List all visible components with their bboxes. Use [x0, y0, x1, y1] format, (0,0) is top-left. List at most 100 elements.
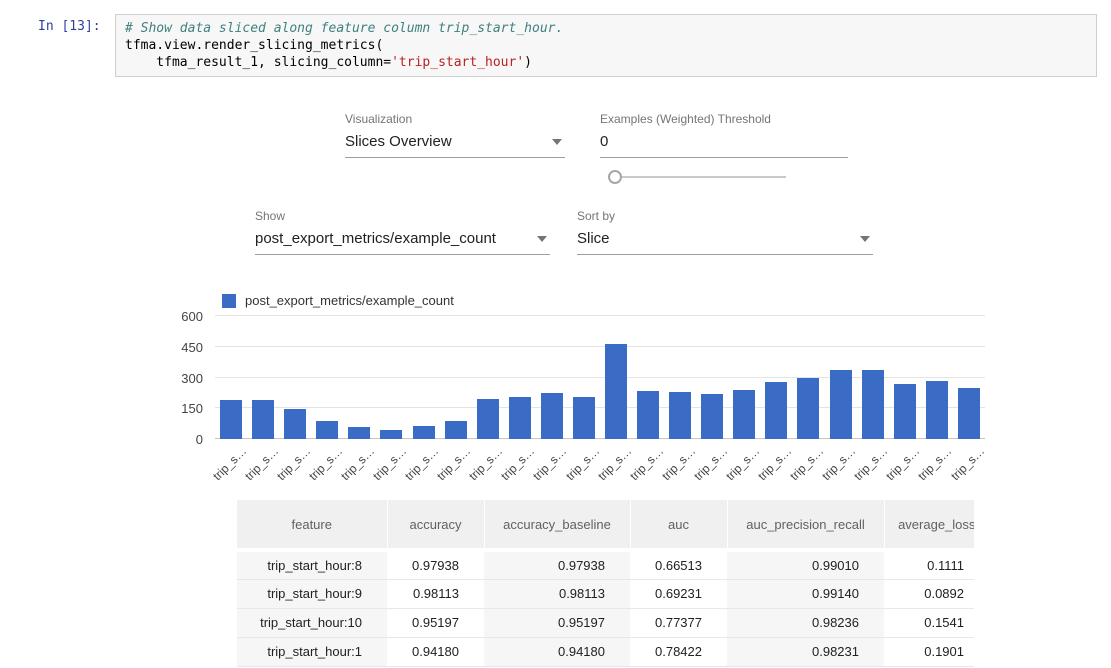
bar[interactable] — [573, 397, 595, 439]
show-metric-dropdown[interactable]: Show post_export_metrics/example_count — [255, 209, 550, 255]
threshold-label: Examples (Weighted) Threshold — [600, 112, 848, 126]
x-label-slot: trip_s… — [728, 440, 760, 488]
bar[interactable] — [701, 394, 723, 439]
x-axis-tick-label: trip_s… — [563, 444, 602, 483]
code-input[interactable]: # Show data sliced along feature column … — [115, 14, 1097, 77]
bar-slot — [664, 392, 696, 439]
threshold-slider[interactable] — [608, 170, 786, 184]
x-label-slot: trip_s… — [632, 440, 664, 488]
x-axis-tick-label: trip_s… — [531, 444, 570, 483]
table-cell: 0.94180 — [484, 637, 630, 666]
bar[interactable] — [252, 400, 274, 439]
visualization-value[interactable]: Slices Overview — [345, 133, 565, 158]
bar[interactable] — [380, 430, 402, 439]
x-label-slot: trip_s… — [857, 440, 889, 488]
x-axis-tick-label: trip_s… — [434, 444, 473, 483]
table-cell: 0.95197 — [387, 608, 484, 637]
bar[interactable] — [797, 378, 819, 439]
x-label-slot: trip_s… — [215, 440, 247, 488]
bar-slot — [696, 394, 728, 439]
x-axis-tick-label: trip_s… — [595, 444, 634, 483]
bar-slot — [824, 370, 856, 439]
table-cell: 0.77377 — [630, 608, 727, 637]
bar[interactable] — [637, 391, 659, 439]
visualization-label: Visualization — [345, 112, 565, 126]
x-axis-tick-label: trip_s… — [851, 444, 890, 483]
slider-track[interactable] — [618, 176, 786, 178]
bar[interactable] — [894, 384, 916, 439]
bar[interactable] — [509, 397, 531, 439]
y-axis-tick-label: 450 — [153, 340, 203, 355]
x-axis-tick-label: trip_s… — [755, 444, 794, 483]
column-header: feature — [237, 500, 387, 550]
bar-slot — [440, 421, 472, 439]
column-header: accuracy_baseline — [484, 500, 630, 550]
bar[interactable] — [541, 393, 563, 439]
bar[interactable] — [284, 409, 306, 439]
x-axis-tick-label: trip_s… — [723, 444, 762, 483]
code-text: tfma_result_1, slicing_column= — [125, 55, 391, 70]
code-line: tfma.view.render_slicing_metrics( — [125, 37, 1087, 54]
sort-by-dropdown[interactable]: Sort by Slice — [577, 209, 873, 255]
x-axis-tick-label: trip_s… — [402, 444, 441, 483]
bar-slot — [215, 400, 247, 439]
x-label-slot: trip_s… — [504, 440, 536, 488]
chevron-down-icon — [552, 139, 562, 145]
x-axis-tick-label: trip_s… — [691, 444, 730, 483]
code-text: ) — [524, 55, 532, 70]
column-header: auc — [630, 500, 727, 550]
visualization-dropdown[interactable]: Visualization Slices Overview — [345, 112, 565, 158]
x-label-slot: trip_s… — [921, 440, 953, 488]
chart-legend: post_export_metrics/example_count — [222, 293, 454, 308]
bar[interactable] — [316, 421, 338, 439]
threshold-input[interactable]: Examples (Weighted) Threshold 0 — [600, 112, 848, 158]
slices-bar-chart: post_export_metrics/example_count 015030… — [0, 288, 1111, 493]
bar[interactable] — [348, 427, 370, 439]
sort-by-value[interactable]: Slice — [577, 230, 873, 255]
bar[interactable] — [220, 400, 242, 439]
bar[interactable] — [765, 382, 787, 439]
x-axis-tick-label: trip_s… — [916, 444, 955, 483]
code-string: 'trip_start_hour' — [391, 55, 524, 70]
x-label-slot: trip_s… — [600, 440, 632, 488]
table-cell: 0.99140 — [727, 579, 884, 608]
bar[interactable] — [477, 399, 499, 439]
bar[interactable] — [669, 392, 691, 439]
x-label-slot: trip_s… — [407, 440, 439, 488]
bar[interactable] — [413, 426, 435, 439]
table-cell: 0.78422 — [630, 637, 727, 666]
slider-knob[interactable] — [608, 170, 622, 184]
bar[interactable] — [733, 390, 755, 439]
table-cell: 0.95197 — [484, 608, 630, 637]
table-cell: 0.66513 — [630, 550, 727, 579]
bar[interactable] — [958, 388, 980, 439]
x-label-slot: trip_s… — [953, 440, 985, 488]
bar[interactable] — [445, 421, 467, 439]
x-axis-tick-label: trip_s… — [242, 444, 281, 483]
table-cell: 0.94180 — [387, 637, 484, 666]
show-value[interactable]: post_export_metrics/example_count — [255, 230, 550, 255]
x-axis-tick-label: trip_s… — [787, 444, 826, 483]
bar-slot — [632, 391, 664, 439]
x-label-slot: trip_s… — [889, 440, 921, 488]
bar-slot — [728, 390, 760, 439]
bar[interactable] — [830, 370, 852, 439]
bar[interactable] — [926, 381, 948, 439]
table-cell: 0.98113 — [387, 579, 484, 608]
table-row: trip_start_hour:90.981130.981130.692310.… — [237, 579, 974, 608]
threshold-value[interactable]: 0 — [600, 133, 848, 158]
table-cell: trip_start_hour:9 — [237, 579, 387, 608]
x-axis-tick-label: trip_s… — [883, 444, 922, 483]
table-cell: 0.98113 — [484, 579, 630, 608]
bar[interactable] — [605, 344, 627, 439]
table-cell: trip_start_hour:10 — [237, 608, 387, 637]
x-axis-tick-label: trip_s… — [659, 444, 698, 483]
table-header-row: featureaccuracyaccuracy_baselineaucauc_p… — [237, 500, 974, 550]
x-axis-tick-label: trip_s… — [819, 444, 858, 483]
visualization-selected: Slices Overview — [345, 133, 452, 150]
x-label-slot: trip_s… — [247, 440, 279, 488]
table-cell: 0.69231 — [630, 579, 727, 608]
y-axis-tick-label: 0 — [153, 432, 203, 447]
bar[interactable] — [862, 370, 884, 439]
y-axis-tick-label: 600 — [153, 309, 203, 324]
